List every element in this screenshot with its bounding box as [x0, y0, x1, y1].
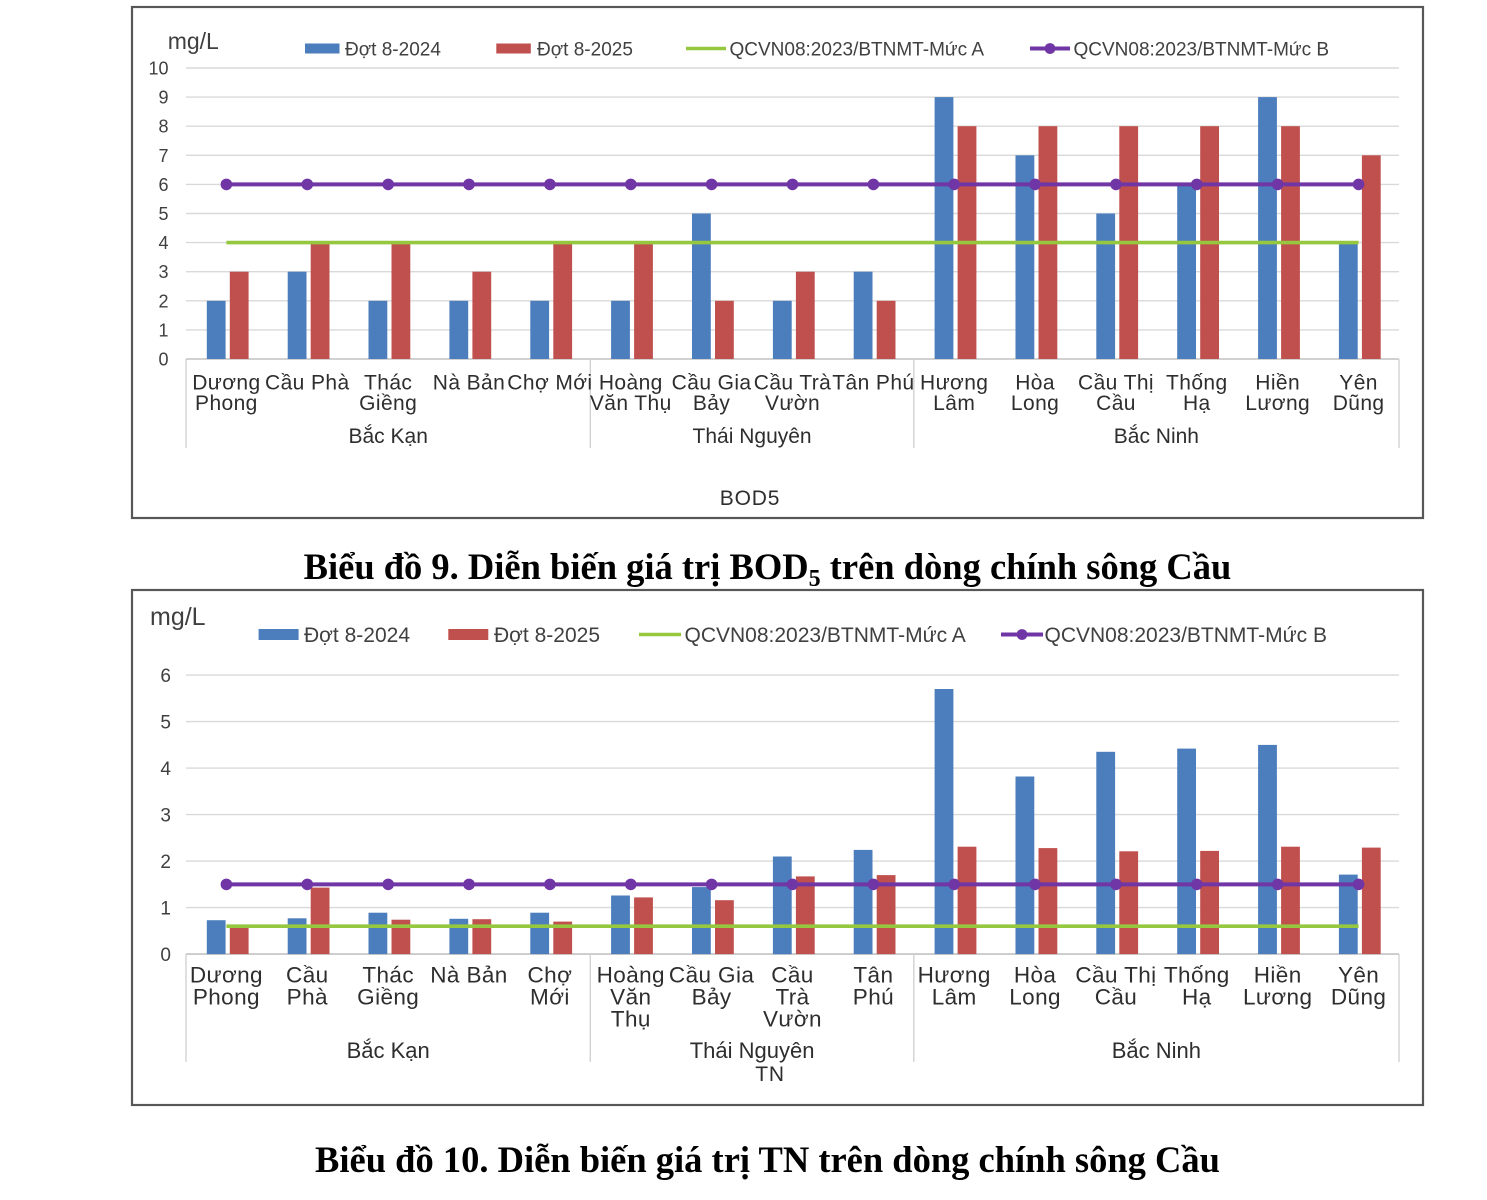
svg-text:Văn Thụ: Văn Thụ	[590, 392, 672, 415]
svg-text:Phong: Phong	[195, 392, 258, 415]
svg-text:7: 7	[158, 146, 168, 166]
svg-text:Hương: Hương	[918, 963, 991, 988]
svg-text:Phú: Phú	[853, 985, 894, 1010]
svg-text:9: 9	[158, 88, 168, 108]
svg-text:1: 1	[160, 898, 171, 919]
svg-text:0: 0	[158, 350, 168, 370]
svg-text:Thống: Thống	[1164, 963, 1230, 988]
svg-text:Hạ: Hạ	[1183, 392, 1211, 415]
svg-text:Lương: Lương	[1243, 985, 1312, 1010]
svg-text:Chợ: Chợ	[528, 963, 573, 988]
svg-text:Thái Nguyên: Thái Nguyên	[693, 425, 812, 448]
svg-text:Hiền: Hiền	[1255, 372, 1300, 395]
svg-text:2: 2	[158, 291, 168, 311]
svg-text:Lâm: Lâm	[933, 392, 975, 415]
svg-text:Cầu: Cầu	[771, 963, 813, 988]
svg-text:2: 2	[160, 852, 171, 873]
svg-text:3: 3	[160, 805, 171, 826]
svg-text:Thái Nguyên: Thái Nguyên	[690, 1038, 815, 1063]
svg-text:Cầu Gia: Cầu Gia	[672, 372, 752, 395]
svg-text:Thụ: Thụ	[611, 1007, 651, 1032]
svg-text:0: 0	[160, 945, 171, 966]
svg-text:Đợt 8-2024: Đợt 8-2024	[345, 39, 441, 60]
svg-text:Vườn: Vườn	[765, 392, 820, 415]
svg-text:5: 5	[158, 204, 168, 224]
svg-text:Dương: Dương	[192, 372, 260, 395]
svg-text:Hoàng: Hoàng	[597, 963, 665, 988]
svg-text:Lâm: Lâm	[932, 985, 977, 1010]
svg-text:Yên: Yên	[1338, 963, 1379, 988]
svg-text:Hiền: Hiền	[1254, 963, 1302, 988]
svg-text:Thống: Thống	[1166, 372, 1228, 395]
svg-text:Thác: Thác	[364, 372, 412, 395]
svg-text:mg/L: mg/L	[168, 28, 219, 54]
svg-text:QCVN08:2023/BTNMT-Mức B: QCVN08:2023/BTNMT-Mức B	[1045, 624, 1327, 647]
svg-text:8: 8	[158, 117, 168, 137]
svg-text:Hạ: Hạ	[1182, 985, 1212, 1010]
svg-text:Hòa: Hòa	[1015, 372, 1055, 395]
svg-text:Tân Phú: Tân Phú	[832, 372, 914, 395]
svg-text:Trà: Trà	[775, 985, 809, 1010]
svg-text:QCVN08:2023/BTNMT-Mức B: QCVN08:2023/BTNMT-Mức B	[1074, 39, 1330, 60]
svg-text:Dũng: Dũng	[1333, 392, 1385, 415]
svg-text:Cầu Thị: Cầu Thị	[1078, 372, 1154, 395]
svg-text:Hoàng: Hoàng	[599, 372, 663, 395]
svg-text:Yên: Yên	[1339, 372, 1378, 395]
svg-text:Vườn: Vườn	[763, 1007, 822, 1032]
svg-text:Mới: Mới	[530, 985, 570, 1010]
svg-text:6: 6	[160, 666, 171, 687]
svg-text:Thác: Thác	[362, 963, 414, 988]
svg-text:Dương: Dương	[190, 963, 263, 988]
svg-text:Cầu: Cầu	[286, 963, 328, 988]
svg-text:4: 4	[158, 233, 168, 253]
svg-text:BOD5: BOD5	[720, 487, 780, 510]
svg-text:Bắc Kạn: Bắc Kạn	[349, 425, 428, 448]
svg-text:QCVN08:2023/BTNMT-Mức A: QCVN08:2023/BTNMT-Mức A	[685, 624, 966, 647]
svg-text:Đợt 8-2024: Đợt 8-2024	[304, 624, 410, 647]
svg-text:Bắc Ninh: Bắc Ninh	[1112, 1038, 1201, 1063]
svg-text:5: 5	[160, 712, 171, 733]
svg-text:Phà: Phà	[287, 985, 328, 1010]
svg-text:3: 3	[158, 262, 168, 282]
svg-text:Cầu Trà: Cầu Trà	[754, 372, 832, 395]
svg-text:Bắc Kạn: Bắc Kạn	[347, 1038, 430, 1063]
svg-text:Tân: Tân	[853, 963, 893, 988]
svg-text:1: 1	[158, 320, 168, 340]
svg-text:Dũng: Dũng	[1331, 985, 1386, 1010]
svg-text:Cầu Gia: Cầu Gia	[669, 963, 754, 988]
svg-text:Nà Bản: Nà Bản	[430, 963, 507, 988]
svg-text:Cầu Phà: Cầu Phà	[265, 372, 350, 395]
svg-text:Nà Bản: Nà Bản	[433, 372, 505, 395]
svg-text:Long: Long	[1009, 985, 1061, 1010]
svg-text:4: 4	[160, 759, 171, 780]
svg-text:Bắc Ninh: Bắc Ninh	[1114, 425, 1199, 448]
svg-text:mg/L: mg/L	[150, 603, 206, 631]
svg-text:6: 6	[158, 175, 168, 195]
svg-text:QCVN08:2023/BTNMT-Mức A: QCVN08:2023/BTNMT-Mức A	[730, 39, 985, 60]
svg-text:Chợ Mới: Chợ Mới	[507, 372, 592, 395]
svg-text:Lương: Lương	[1245, 392, 1310, 415]
svg-text:Bảy: Bảy	[692, 985, 732, 1010]
svg-text:10: 10	[148, 59, 168, 79]
svg-text:Giềng: Giềng	[359, 392, 417, 415]
svg-text:TN: TN	[755, 1063, 785, 1086]
svg-text:Đợt 8-2025: Đợt 8-2025	[537, 39, 633, 60]
svg-text:Bảy: Bảy	[693, 392, 730, 415]
svg-text:Cầu: Cầu	[1095, 985, 1137, 1010]
svg-text:Cầu: Cầu	[1096, 392, 1136, 415]
svg-text:Long: Long	[1011, 392, 1059, 415]
svg-text:Văn: Văn	[610, 985, 651, 1010]
svg-text:Phong: Phong	[193, 985, 260, 1010]
svg-text:Hòa: Hòa	[1014, 963, 1057, 988]
svg-text:Đợt 8-2025: Đợt 8-2025	[494, 624, 600, 647]
svg-text:Hương: Hương	[920, 372, 988, 395]
svg-text:Giềng: Giềng	[357, 985, 419, 1010]
svg-text:Cầu Thị: Cầu Thị	[1075, 963, 1156, 988]
